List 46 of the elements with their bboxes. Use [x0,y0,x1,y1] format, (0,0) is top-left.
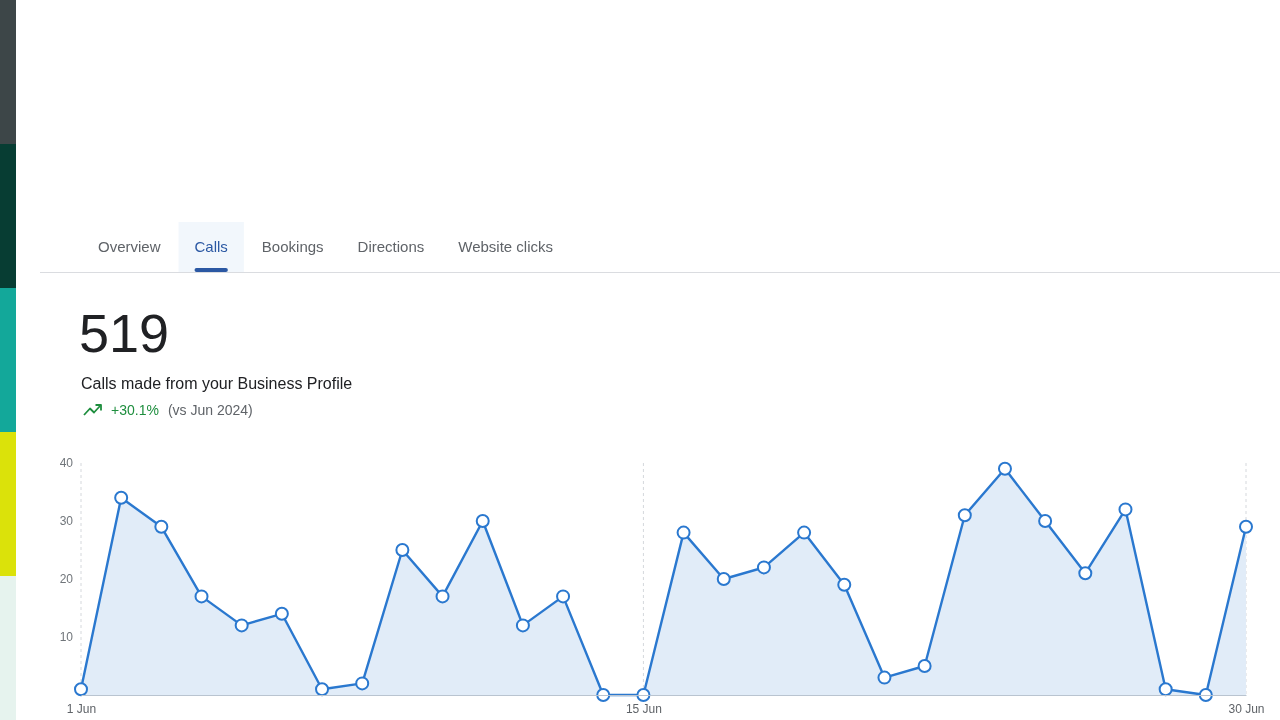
point [435,589,450,604]
y-tick-label: 10 [59,630,74,645]
point [797,525,812,540]
point [395,543,410,557]
point [837,577,852,592]
point [997,461,1012,476]
text: Website clicks [458,238,554,255]
point [114,490,129,505]
point [154,519,169,534]
point [676,525,691,540]
point [1038,514,1053,528]
text: Overview [98,238,161,255]
point [636,688,651,702]
text: +30.1% [111,402,159,418]
point [596,688,611,702]
point [1078,566,1093,581]
point [756,560,771,575]
x-tick-label: 30 Jun [1228,701,1265,716]
point [194,589,209,604]
point [1239,519,1253,534]
point [234,618,249,633]
point [74,682,88,697]
point [315,682,330,697]
point [1158,682,1173,697]
point [355,676,370,691]
point [556,589,571,604]
text: Calls [194,238,228,255]
text: (vs Jun 2024) [167,402,253,418]
x-tick-label: 15 Jun [625,701,662,716]
text: Directions [357,238,425,255]
chart-subtitle: Calls made from your Business Profile [81,375,353,392]
point [957,508,972,523]
point [515,618,530,633]
y-tick-label: 40 [59,456,74,471]
chart-title: 519 [79,303,170,363]
y-tick-label: 20 [59,572,74,587]
point [274,606,289,621]
x-tick-label: 1 Jun [66,701,97,716]
point [917,659,932,673]
point [475,514,490,528]
y-tick-label: 30 [59,514,74,529]
point [716,572,731,586]
point [877,670,892,685]
point [1118,502,1133,517]
text: Bookings [261,238,324,255]
point [1198,688,1213,702]
